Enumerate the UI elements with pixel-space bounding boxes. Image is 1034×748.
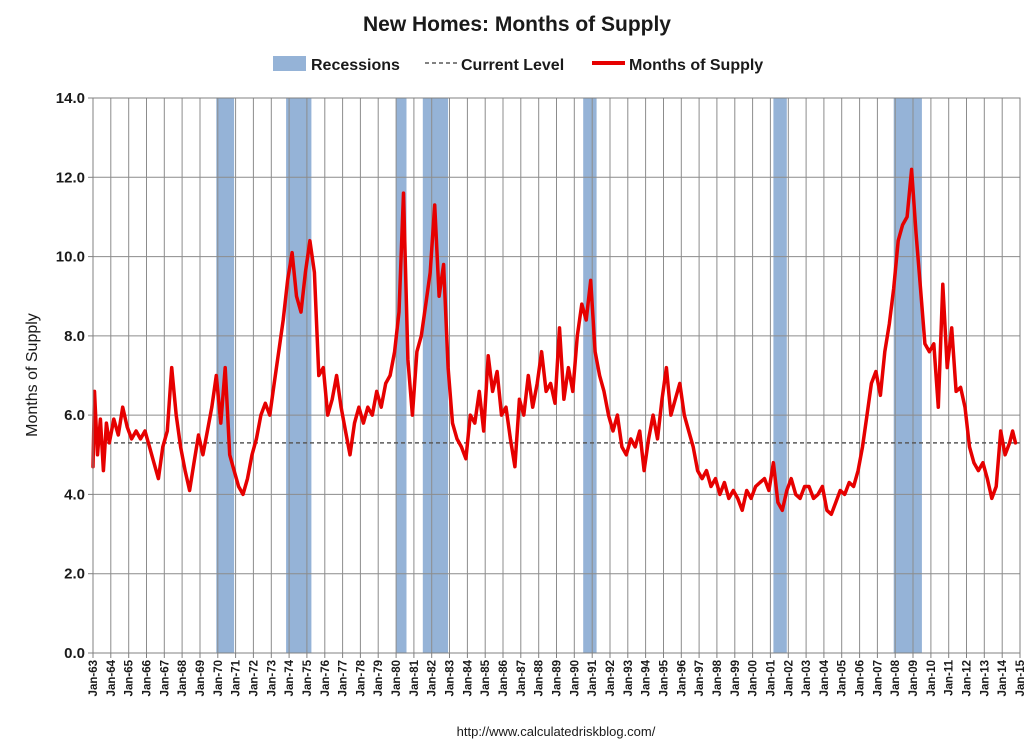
x-tick-label-5: Jan-68 [177,659,189,696]
x-tick-label-0: Jan-63 [88,660,100,696]
x-tick-label-9: Jan-72 [248,660,260,696]
x-tick-label-31: Jan-94 [641,659,653,696]
x-tick-label-11: Jan-74 [284,659,296,696]
x-tick-label-48: Jan-11 [944,659,956,695]
x-tick-label-19: Jan-82 [427,660,439,696]
x-tick-label-38: Jan-01 [765,659,777,696]
recession-band-6 [893,98,922,653]
y-tick-label-6: 12.0 [56,169,85,186]
legend-swatch-recessions [273,56,306,71]
x-tick-label-47: Jan-10 [926,660,938,696]
recession-band-1 [286,98,312,653]
legend-label-current-level: Current Level [461,57,564,74]
x-tick-label-45: Jan-08 [890,659,902,696]
recession-band-4 [583,98,597,653]
x-tick-label-1: Jan-64 [106,659,118,696]
x-tick-label-28: Jan-91 [587,659,599,696]
x-tick-label-8: Jan-71 [231,659,243,696]
x-tick-label-22: Jan-85 [480,659,492,696]
x-axis-ticks: Jan-63 Jan-64 Jan-65 Jan-66 Jan-67 Jan-68 Jan-… [88,653,1027,696]
x-tick-label-26: Jan-89 [552,660,564,696]
x-tick-label-35: Jan-98 [712,659,724,696]
x-tick-label-50: Jan-13 [979,660,991,696]
x-tick-label-10: Jan-73 [266,660,278,696]
series-layer [91,167,1018,517]
x-tick-label-7: Jan-70 [213,660,225,696]
x-tick-label-12: Jan-75 [302,659,314,696]
x-tick-label-40: Jan-03 [801,660,813,696]
x-tick-label-16: Jan-79 [373,660,385,696]
y-tick-label-7: 14.0 [56,90,85,107]
source-credit: http://www.calculatedriskblog.com/ [457,724,656,739]
x-tick-label-2: Jan-65 [124,659,136,696]
x-tick-label-15: Jan-78 [355,659,367,696]
x-tick-label-43: Jan-06 [855,660,867,696]
series-line-months-of-supply [91,167,1018,517]
y-tick-label-2: 4.0 [64,486,85,503]
x-tick-label-6: Jan-69 [195,660,207,696]
y-tick-label-3: 6.0 [64,407,85,424]
x-tick-label-20: Jan-83 [445,660,457,696]
x-tick-label-49: Jan-12 [962,660,974,696]
x-tick-label-17: Jan-80 [391,660,403,696]
legend-label-months-of-supply: Months of Supply [629,57,763,74]
x-tick-label-18: Jan-81 [409,659,421,696]
x-tick-label-27: Jan-90 [569,660,581,696]
x-tick-label-34: Jan-97 [694,660,706,696]
x-tick-label-29: Jan-92 [605,660,617,696]
x-tick-label-21: Jan-84 [462,659,474,696]
x-tick-label-46: Jan-09 [908,660,920,696]
y-tick-label-4: 8.0 [64,328,85,345]
recession-band-5 [773,98,787,653]
y-axis-title: Months of Supply [24,313,41,437]
y-tick-label-0: 0.0 [64,645,85,662]
x-tick-label-42: Jan-05 [837,659,849,696]
x-tick-label-30: Jan-93 [623,660,635,696]
x-tick-label-23: Jan-86 [498,660,510,696]
x-tick-label-41: Jan-04 [819,659,831,696]
recession-band-3 [422,98,449,653]
x-tick-label-36: Jan-99 [730,660,742,696]
x-tick-label-44: Jan-07 [872,660,884,696]
x-tick-label-25: Jan-88 [534,659,546,696]
x-tick-label-32: Jan-95 [659,659,671,696]
legend-label-recessions: Recessions [311,57,400,74]
recession-band-2 [396,98,407,653]
x-tick-label-3: Jan-66 [142,660,154,696]
x-tick-label-13: Jan-76 [320,660,332,696]
y-axis-ticks: 0.0 2.0 4.0 6.0 8.0 10.0 12.0 14.0 [56,90,93,662]
x-tick-label-4: Jan-67 [159,660,171,696]
x-tick-label-52: Jan-15 [1015,659,1027,696]
x-tick-label-14: Jan-77 [338,660,350,696]
x-tick-label-24: Jan-87 [516,660,528,696]
chart-title: New Homes: Months of Supply [363,13,671,36]
x-tick-label-33: Jan-96 [676,660,688,696]
x-tick-label-37: Jan-00 [748,660,760,696]
y-tick-label-1: 2.0 [64,566,85,583]
x-tick-label-51: Jan-14 [997,659,1009,696]
legend: Recessions Current Level Months of Suppl… [273,56,763,74]
y-tick-label-5: 10.0 [56,249,85,266]
x-tick-label-39: Jan-02 [783,660,795,696]
